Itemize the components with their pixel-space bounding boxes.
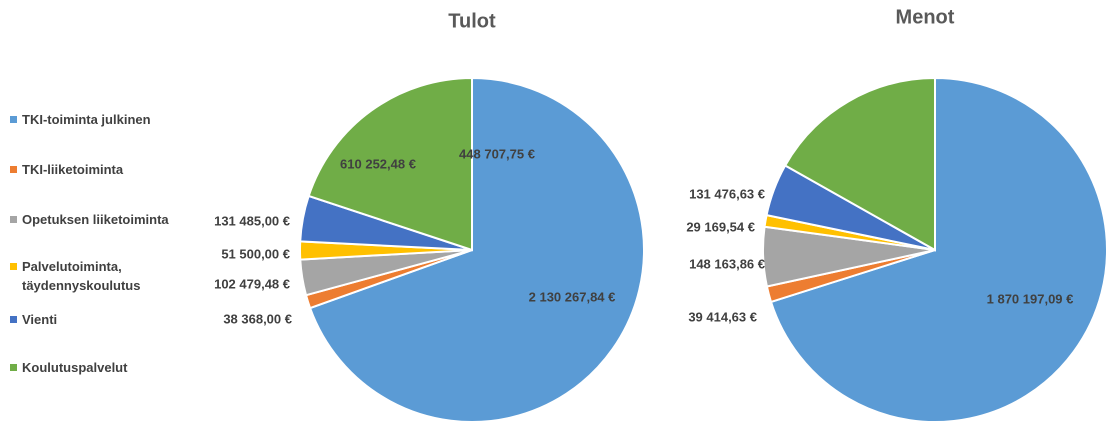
legend-swatch [10, 316, 17, 323]
data-label: 102 479,48 € [214, 276, 290, 291]
data-label: 39 414,63 € [688, 309, 757, 324]
legend-label: Opetuksen liiketoiminta [22, 212, 169, 227]
legend-label: Palvelutoiminta, täydennyskoulutus [22, 259, 141, 293]
legend-swatch [10, 364, 17, 371]
legend-label: TKI-toiminta julkinen [22, 112, 151, 127]
legend-label: Koulutuspalvelut [22, 360, 128, 375]
data-label: 29 169,54 € [686, 219, 755, 234]
data-label: 1 870 197,09 € [987, 291, 1074, 306]
data-label: 131 476,63 € [689, 186, 765, 201]
data-label: 148 163,86 € [689, 256, 765, 271]
legend-item: Vienti [10, 310, 200, 329]
pie-slice [307, 76, 473, 252]
legend-label: TKI-liiketoiminta [22, 162, 124, 177]
legend-item: Palvelutoiminta, täydennyskoulutus [10, 257, 200, 295]
legend-item: TKI-liiketoiminta [10, 160, 200, 179]
legend-item: TKI-toiminta julkinen [10, 110, 200, 129]
legend-item: Koulutuspalvelut [10, 358, 200, 377]
chart-title: Tulot [448, 10, 496, 32]
data-label: 2 130 267,84 € [529, 289, 616, 304]
pie-slice [783, 76, 936, 252]
legend-swatch [10, 263, 17, 270]
data-label: 131 485,00 € [214, 213, 290, 228]
legend-label: Vienti [22, 312, 58, 327]
legend-swatch [10, 216, 17, 223]
legend-item: Opetuksen liiketoiminta [10, 210, 200, 229]
legend-swatch [10, 116, 17, 123]
pie-slice [308, 76, 645, 423]
legend-swatch [10, 166, 17, 173]
data-label: 51 500,00 € [221, 246, 290, 261]
data-label: 448 707,75 € [459, 146, 535, 161]
chart-title: Menot [896, 6, 955, 28]
pie-slice [769, 76, 1108, 423]
data-label: 610 252,48 € [340, 156, 416, 171]
data-label: 38 368,00 € [223, 311, 292, 326]
